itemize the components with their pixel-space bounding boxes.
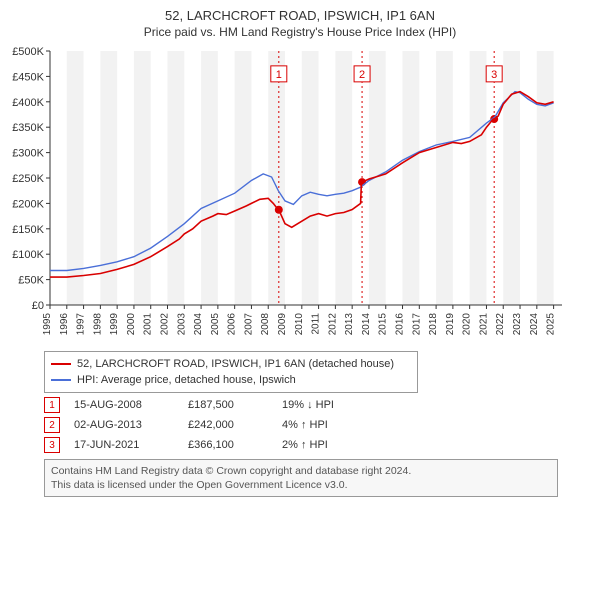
x-tick-label: 2004 bbox=[193, 313, 204, 336]
legend-swatch bbox=[51, 379, 71, 381]
event-diff: 19% ↓ HPI bbox=[282, 399, 382, 411]
y-tick-label: £500K bbox=[12, 46, 44, 58]
y-tick-label: £50K bbox=[18, 275, 44, 287]
x-tick-label: 2002 bbox=[160, 313, 171, 336]
x-tick-label: 2024 bbox=[529, 313, 540, 336]
x-tick-label: 1999 bbox=[109, 313, 120, 336]
event-date: 15-AUG-2008 bbox=[74, 399, 174, 411]
x-tick-label: 2009 bbox=[277, 313, 288, 336]
price-chart: £0 £50K £100K £150K £200K £250K £300K £350K £400… bbox=[8, 45, 592, 345]
x-tick-label: 2011 bbox=[311, 313, 322, 335]
legend-row: HPI: Average price, detached house, Ipsw… bbox=[51, 372, 411, 388]
x-tick-label: 2012 bbox=[327, 313, 338, 336]
event-number: 1 bbox=[44, 397, 60, 413]
x-tick-label: 2001 bbox=[143, 313, 154, 336]
svg-text:1: 1 bbox=[276, 69, 282, 81]
event-diff: 2% ↑ HPI bbox=[282, 439, 382, 451]
event-diff: 4% ↑ HPI bbox=[282, 419, 382, 431]
event-marker: 3 bbox=[486, 66, 502, 82]
x-tick-label: 2006 bbox=[227, 313, 238, 336]
x-tick-label: 2010 bbox=[294, 313, 305, 336]
y-tick-label: £150K bbox=[12, 224, 44, 236]
footnote-line: This data is licensed under the Open Gov… bbox=[51, 478, 551, 492]
x-tick-label: 2014 bbox=[361, 313, 372, 336]
x-tick-label: 1995 bbox=[42, 313, 53, 336]
page-subtitle: Price paid vs. HM Land Registry's House … bbox=[8, 25, 592, 39]
x-tick-label: 2018 bbox=[428, 313, 439, 336]
event-row: 1 15-AUG-2008 £187,500 19% ↓ HPI bbox=[44, 397, 592, 413]
event-number: 2 bbox=[44, 417, 60, 433]
svg-text:3: 3 bbox=[491, 69, 497, 81]
legend-label: 52, LARCHCROFT ROAD, IPSWICH, IP1 6AN (d… bbox=[77, 356, 394, 372]
x-tick-label: 2020 bbox=[462, 313, 473, 336]
legend-swatch bbox=[51, 363, 71, 365]
legend-label: HPI: Average price, detached house, Ipsw… bbox=[77, 372, 296, 388]
y-tick-label: £450K bbox=[12, 71, 44, 83]
event-price: £366,100 bbox=[188, 439, 268, 451]
x-tick-label: 1998 bbox=[92, 313, 103, 336]
event-number: 3 bbox=[44, 437, 60, 453]
footnote-line: Contains HM Land Registry data © Crown c… bbox=[51, 464, 551, 478]
event-row: 3 17-JUN-2021 £366,100 2% ↑ HPI bbox=[44, 437, 592, 453]
footnote: Contains HM Land Registry data © Crown c… bbox=[44, 459, 558, 497]
event-marker: 1 bbox=[271, 66, 287, 82]
event-date: 17-JUN-2021 bbox=[74, 439, 174, 451]
x-tick-label: 2025 bbox=[546, 313, 557, 336]
x-tick-label: 2015 bbox=[378, 313, 389, 336]
event-price: £242,000 bbox=[188, 419, 268, 431]
y-tick-label: £400K bbox=[12, 97, 44, 109]
page-title: 52, LARCHCROFT ROAD, IPSWICH, IP1 6AN bbox=[8, 8, 592, 23]
svg-text:2: 2 bbox=[359, 69, 365, 81]
x-tick-label: 2023 bbox=[512, 313, 523, 336]
y-tick-label: £350K bbox=[12, 122, 44, 134]
y-tick-label: £0 bbox=[32, 300, 44, 312]
x-tick-label: 2013 bbox=[344, 313, 355, 336]
legend: 52, LARCHCROFT ROAD, IPSWICH, IP1 6AN (d… bbox=[44, 351, 418, 393]
event-row: 2 02-AUG-2013 £242,000 4% ↑ HPI bbox=[44, 417, 592, 433]
x-tick-label: 1996 bbox=[59, 313, 70, 336]
x-tick-label: 2003 bbox=[176, 313, 187, 336]
x-tick-label: 2022 bbox=[495, 313, 506, 336]
y-tick-label: £300K bbox=[12, 148, 44, 160]
x-tick-label: 2008 bbox=[260, 313, 271, 336]
x-tick-label: 2005 bbox=[210, 313, 221, 336]
legend-row: 52, LARCHCROFT ROAD, IPSWICH, IP1 6AN (d… bbox=[51, 356, 411, 372]
event-table: 1 15-AUG-2008 £187,500 19% ↓ HPI 2 02-AUG-201… bbox=[44, 397, 592, 453]
x-tick-label: 2021 bbox=[478, 313, 489, 336]
x-tick-label: 2016 bbox=[395, 313, 406, 336]
x-tick-label: 2000 bbox=[126, 313, 137, 336]
x-tick-label: 2007 bbox=[243, 313, 254, 336]
event-date: 02-AUG-2013 bbox=[74, 419, 174, 431]
x-tick-label: 2017 bbox=[411, 313, 422, 336]
x-tick-label: 1997 bbox=[76, 313, 87, 336]
y-tick-label: £100K bbox=[12, 249, 44, 261]
event-price: £187,500 bbox=[188, 399, 268, 411]
y-tick-label: £200K bbox=[12, 198, 44, 210]
y-tick-label: £250K bbox=[12, 173, 44, 185]
x-tick-label: 2019 bbox=[445, 313, 456, 336]
event-marker: 2 bbox=[354, 66, 370, 82]
